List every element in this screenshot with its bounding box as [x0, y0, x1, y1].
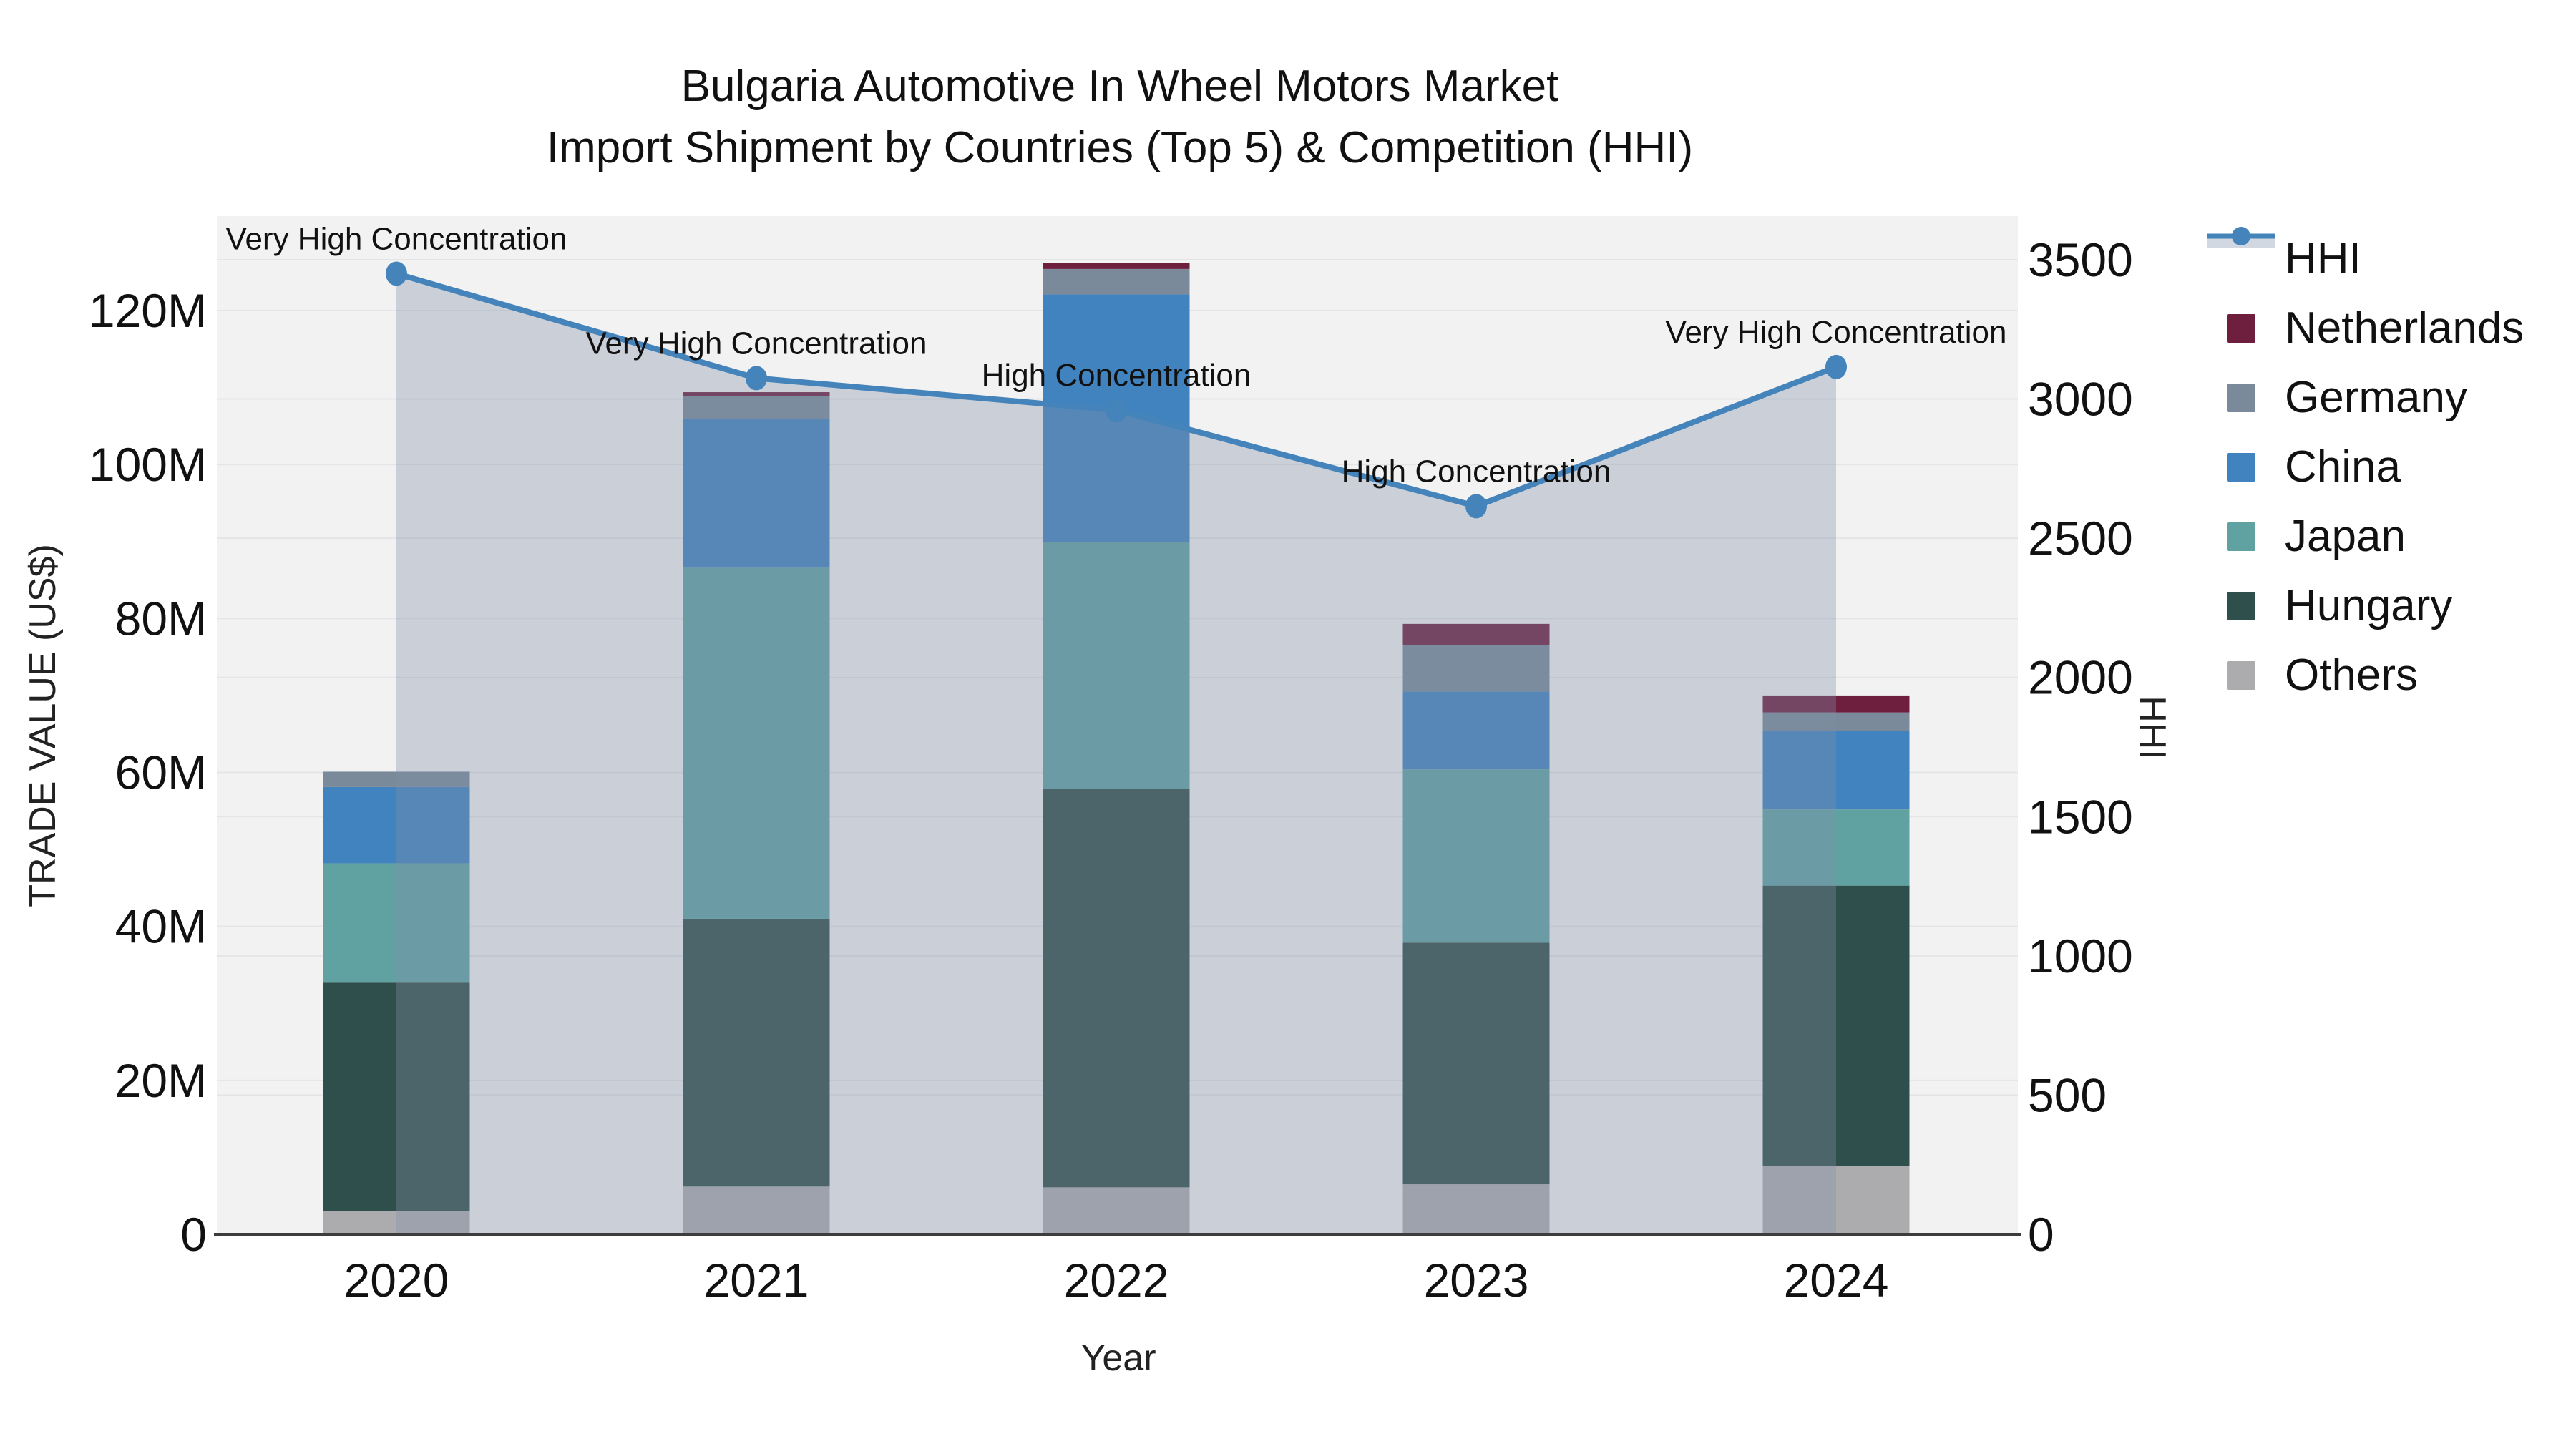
legend-label: China	[2285, 442, 2401, 492]
bar-segment-netherlands-2023[interactable]	[1402, 623, 1550, 645]
legend-label: Hungary	[2285, 581, 2453, 630]
bar-segment-japan-2020[interactable]	[323, 863, 470, 983]
legend-item-netherlands[interactable]: Netherlands	[2207, 293, 2524, 363]
legend-swatch-china	[2207, 452, 2275, 482]
legend-label: Germany	[2285, 373, 2467, 422]
hhi-marker-2024[interactable]	[1825, 354, 1847, 379]
bar-segment-china-2023[interactable]	[1402, 691, 1550, 770]
legend-label: HHI	[2285, 234, 2361, 283]
annotation-2022: High Concentration	[982, 358, 1252, 393]
x-axis-line	[214, 1233, 2021, 1236]
bar-segment-netherlands-2024[interactable]	[1762, 695, 1910, 713]
x-tick-2020: 2020	[344, 1254, 449, 1307]
y-right-tick-2500: 2500	[2028, 512, 2133, 565]
bar-segment-others-2023[interactable]	[1402, 1184, 1550, 1234]
bar-segment-others-2020[interactable]	[323, 1211, 470, 1234]
legend-label: Japan	[2285, 512, 2406, 561]
hhi-marker-2023[interactable]	[1465, 494, 1487, 519]
legend-label: Others	[2285, 650, 2419, 700]
y-right-tick-3000: 3000	[2028, 373, 2133, 426]
bar-segment-japan-2024[interactable]	[1762, 809, 1910, 886]
y-right-tick-1500: 1500	[2028, 790, 2133, 843]
y-left-tick-100M: 100M	[89, 438, 207, 491]
legend-swatch-japan	[2207, 522, 2275, 551]
y-left-tick-60M: 60M	[115, 746, 207, 799]
bar-segment-others-2024[interactable]	[1762, 1166, 1910, 1234]
bar-segment-japan-2021[interactable]	[683, 567, 830, 919]
bar-segment-china-2024[interactable]	[1762, 731, 1910, 810]
legend-swatch-netherlands	[2207, 313, 2275, 343]
y-axis-title-left: TRADE VALUE (US$)	[22, 544, 64, 907]
annotation-2023: High Concentration	[1342, 454, 1611, 489]
bar-segment-hungary-2021[interactable]	[683, 918, 830, 1187]
x-tick-2021: 2021	[704, 1254, 809, 1307]
hhi-marker-2020[interactable]	[386, 261, 407, 286]
bar-segment-netherlands-2022[interactable]	[1043, 263, 1190, 269]
legend-item-china[interactable]: China	[2207, 432, 2524, 502]
y-right-tick-3500: 3500	[2028, 233, 2133, 286]
bar-segment-others-2021[interactable]	[683, 1186, 830, 1234]
color-swatch-icon	[2227, 313, 2255, 343]
bar-segment-germany-2021[interactable]	[683, 396, 830, 419]
y-left-tick-120M: 120M	[89, 284, 207, 337]
x-tick-2022: 2022	[1064, 1254, 1169, 1307]
color-swatch-icon	[2227, 522, 2255, 551]
legend-item-japan[interactable]: Japan	[2207, 502, 2524, 571]
legend-item-others[interactable]: Others	[2207, 640, 2524, 710]
color-swatch-icon	[2227, 591, 2255, 620]
y-left-tick-40M: 40M	[115, 900, 207, 953]
bar-segment-hungary-2022[interactable]	[1043, 789, 1190, 1188]
legend-item-hungary[interactable]: Hungary	[2207, 571, 2524, 640]
y-left-tick-20M: 20M	[115, 1054, 207, 1107]
bar-segment-hungary-2020[interactable]	[323, 982, 470, 1211]
bar-segment-others-2022[interactable]	[1043, 1187, 1190, 1234]
chart-title-line1: Bulgaria Automotive In Wheel Motors Mark…	[680, 62, 1559, 111]
legend-item-germany[interactable]: Germany	[2207, 363, 2524, 432]
color-swatch-icon	[2227, 383, 2255, 412]
legend: HHI Netherlands Germany China Japan Hungary Ot…	[2207, 224, 2524, 710]
hhi-marker-2021[interactable]	[746, 366, 767, 391]
annotation-2021: Very High Concentration	[586, 326, 927, 361]
y-right-tick-500: 500	[2028, 1068, 2107, 1121]
bar-segment-hungary-2024[interactable]	[1762, 885, 1910, 1166]
chart-title: Bulgaria Automotive In Wheel Motors Mark…	[218, 56, 2021, 179]
y-right-tick-2000: 2000	[2028, 651, 2133, 704]
color-swatch-icon	[2227, 452, 2255, 482]
y-left-tick-80M: 80M	[115, 592, 207, 645]
y-right-tick-0: 0	[2028, 1208, 2054, 1261]
x-axis-title: Year	[1080, 1337, 1156, 1379]
legend-swatch-germany	[2207, 383, 2275, 412]
color-swatch-icon	[2227, 660, 2255, 690]
hhi-marker-2022[interactable]	[1106, 398, 1127, 423]
y-right-tick-1000: 1000	[2028, 930, 2133, 982]
bar-segment-germany-2023[interactable]	[1402, 645, 1550, 692]
annotation-2024: Very High Concentration	[1666, 315, 2007, 350]
bar-segment-netherlands-2021[interactable]	[683, 392, 830, 396]
y-left-tick-0: 0	[180, 1208, 207, 1261]
bar-segment-hungary-2023[interactable]	[1402, 942, 1550, 1185]
bar-segment-china-2020[interactable]	[323, 786, 470, 864]
y-axis-title-right: HHI	[2132, 696, 2173, 760]
legend-item-hhi[interactable]: HHI	[2207, 224, 2524, 293]
x-tick-2024: 2024	[1784, 1254, 1889, 1307]
legend-swatch-hungary	[2207, 591, 2275, 620]
bar-segment-germany-2022[interactable]	[1043, 268, 1190, 295]
bar-segment-germany-2020[interactable]	[323, 771, 470, 787]
chart-title-line2: Import Shipment by Countries (Top 5) & C…	[546, 123, 1694, 172]
legend-swatch-others	[2207, 660, 2275, 690]
annotation-2020: Very High Concentration	[226, 221, 567, 256]
x-tick-2023: 2023	[1424, 1254, 1529, 1307]
bar-segment-japan-2022[interactable]	[1043, 542, 1190, 789]
bar-segment-china-2021[interactable]	[683, 419, 830, 568]
bar-segment-germany-2024[interactable]	[1762, 712, 1910, 731]
legend-label: Netherlands	[2285, 303, 2524, 353]
bar-segment-japan-2023[interactable]	[1402, 769, 1550, 943]
